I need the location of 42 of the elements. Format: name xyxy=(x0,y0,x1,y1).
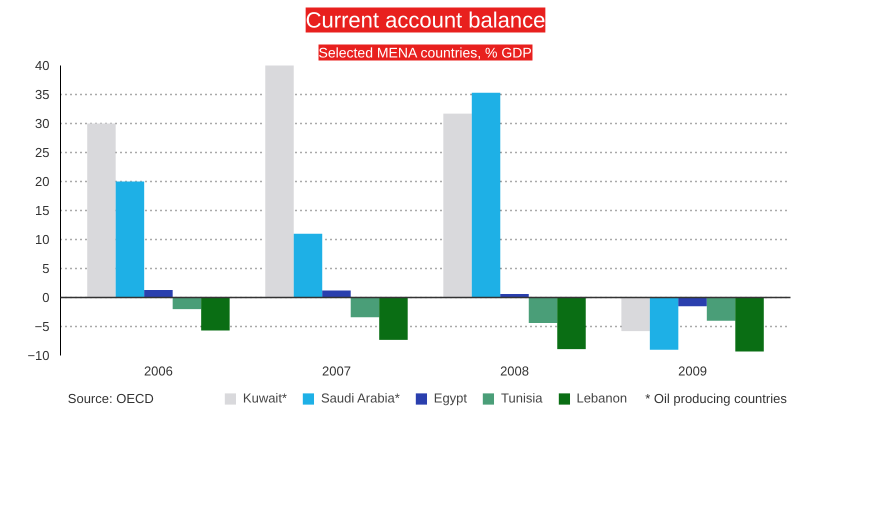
bar xyxy=(144,290,173,298)
legend-label: Egypt xyxy=(434,390,468,406)
y-tick-label: 20 xyxy=(35,174,50,189)
y-tick-label: 25 xyxy=(35,145,50,160)
text: * Oil producing countries xyxy=(645,391,788,406)
legend-label: Tunisia xyxy=(501,390,542,406)
bar xyxy=(201,298,230,331)
x-tick-label: 2009 xyxy=(678,364,708,378)
bar xyxy=(621,298,650,332)
bar xyxy=(87,124,116,298)
legend-label: Lebanon xyxy=(576,390,628,406)
y-tick-label: 40 xyxy=(35,58,50,73)
bar xyxy=(706,298,736,321)
x-tick-label: 2006 xyxy=(144,364,173,378)
y-tick-label: −10 xyxy=(27,348,50,363)
y-tick-label: 35 xyxy=(35,87,50,102)
bar xyxy=(650,298,678,350)
bar xyxy=(265,66,294,298)
bar xyxy=(322,290,351,298)
bar xyxy=(350,298,380,318)
bar xyxy=(294,234,322,298)
source-note: Source: OECD xyxy=(68,391,154,406)
y-tick-label: 10 xyxy=(35,232,50,247)
bar xyxy=(443,114,472,298)
x-tick-label: 2008 xyxy=(500,364,529,378)
y-tick-label: −5 xyxy=(34,319,50,334)
bar xyxy=(379,298,408,340)
y-tick-label: 30 xyxy=(35,116,50,131)
y-tick-label: 15 xyxy=(35,203,50,218)
bar xyxy=(528,298,558,324)
bar xyxy=(557,298,586,350)
chart-subtitle: Selected MENA countries, % GDP xyxy=(318,44,532,60)
x-tick-label: 2007 xyxy=(322,364,351,378)
bar xyxy=(735,298,764,352)
y-tick-label: 0 xyxy=(42,290,50,305)
chart-title: Current account balance xyxy=(306,8,546,32)
bar xyxy=(472,92,500,298)
y-tick-label: 5 xyxy=(42,261,50,276)
legend-label: Saudi Arabia* xyxy=(320,390,400,406)
legend-label: Kuwait* xyxy=(242,390,287,406)
bar xyxy=(172,298,202,310)
bar xyxy=(116,182,144,298)
